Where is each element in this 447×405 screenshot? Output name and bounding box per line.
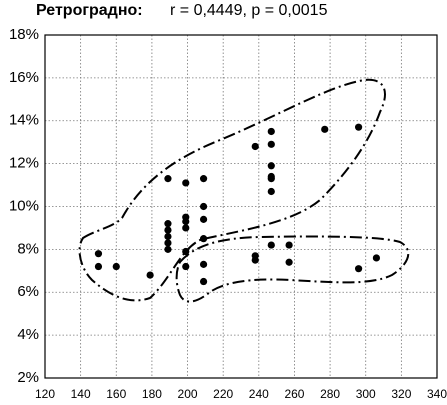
data-point	[251, 142, 259, 151]
data-point	[182, 217, 190, 226]
data-point	[199, 215, 208, 223]
y-tick-label: 6%	[17, 283, 39, 300]
data-point	[164, 175, 172, 183]
x-tick-label: 260	[284, 387, 304, 401]
y-tick-label: 8%	[17, 240, 39, 257]
y-tick-label: 14%	[9, 112, 39, 129]
data-point	[182, 179, 190, 187]
data-point	[267, 140, 275, 148]
x-tick-label: 300	[356, 387, 376, 401]
data-point	[355, 123, 363, 131]
x-tick-label: 220	[213, 387, 233, 401]
y-tick-label: 12%	[9, 155, 39, 172]
cluster-outline	[175, 235, 410, 303]
data-point	[199, 175, 208, 183]
data-point	[182, 224, 190, 232]
x-tick-label: 280	[320, 387, 340, 401]
x-tick-label: 200	[178, 387, 198, 401]
data-point	[372, 254, 381, 262]
x-tick-label: 240	[249, 387, 269, 401]
data-point	[164, 232, 172, 241]
data-point	[267, 187, 275, 196]
y-tick-label: 4%	[17, 326, 39, 343]
data-point	[355, 265, 363, 273]
data-point	[146, 271, 154, 279]
cluster-outline	[78, 78, 386, 302]
plot-frame	[44, 34, 438, 379]
data-point	[94, 262, 103, 271]
data-point	[267, 241, 275, 249]
y-tick-label: 16%	[9, 69, 39, 86]
data-point	[251, 256, 259, 264]
grid	[44, 34, 438, 379]
data-point	[94, 250, 103, 258]
data-point	[267, 175, 275, 183]
data-point	[199, 277, 208, 286]
x-tick-label: 160	[106, 387, 126, 401]
data-point	[285, 258, 293, 266]
y-tick-label: 10%	[9, 197, 39, 214]
chart-title: Ретроградно:	[36, 2, 143, 19]
y-tick-label: 2%	[17, 369, 39, 386]
data-point	[164, 239, 172, 247]
x-tick-label: 320	[391, 387, 411, 401]
data-point	[267, 127, 275, 136]
data-point	[164, 226, 172, 234]
data-point	[321, 125, 329, 133]
data-point	[267, 162, 275, 170]
data-point	[285, 241, 293, 249]
y-tick-label: 18%	[9, 26, 39, 43]
x-tick-label: 340	[427, 387, 447, 401]
data-point	[199, 202, 208, 211]
data-point	[199, 260, 208, 268]
data-point	[182, 247, 190, 256]
data-point	[112, 262, 120, 271]
x-tick-label: 180	[142, 387, 162, 401]
data-point	[164, 245, 172, 253]
x-tick-label: 140	[71, 387, 91, 401]
data-point	[199, 235, 208, 243]
data-point	[164, 220, 172, 228]
annotation: r = 0,4449, p = 0,0015	[170, 2, 328, 19]
x-tick-label: 120	[35, 387, 55, 401]
data-point	[182, 262, 190, 271]
